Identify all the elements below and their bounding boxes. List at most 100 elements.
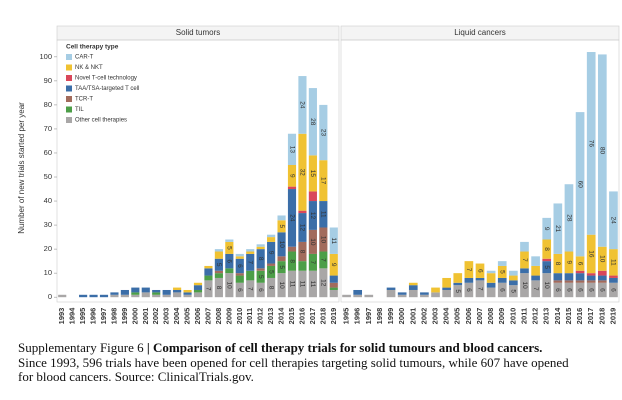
bar-value-label: 10 <box>543 282 550 290</box>
bar-segment <box>486 282 496 288</box>
y-tick-label: 100 <box>39 52 52 61</box>
bar-value-label: 11 <box>610 259 617 266</box>
x-tick-label: 2013 <box>542 308 551 325</box>
bar-segment <box>342 294 351 298</box>
bar-segment <box>353 294 363 298</box>
x-tick-label: 2011 <box>519 308 528 324</box>
bar-segment <box>408 289 418 298</box>
bar-value-label: 24 <box>299 101 306 109</box>
bar-segment <box>319 104 328 161</box>
bar-segment <box>319 227 328 252</box>
x-tick-label: 2019 <box>608 308 617 325</box>
bar-value-label: 6 <box>257 288 264 292</box>
bar-segment <box>256 246 265 250</box>
bar-segment <box>308 191 317 202</box>
bar-segment <box>162 289 171 295</box>
bar-segment <box>298 76 307 134</box>
x-tick-label: 2009 <box>224 308 233 325</box>
bar-value-label: 7 <box>309 261 316 265</box>
caption: Supplementary Figure 6 | Comparison of c… <box>18 340 578 385</box>
bar-segment <box>277 273 286 298</box>
bar-segment <box>564 251 574 274</box>
bar-segment <box>246 270 255 281</box>
bar-segment <box>152 294 161 298</box>
bar-segment <box>475 277 485 281</box>
bar-segment <box>553 282 563 298</box>
bar-value-label: 5 <box>215 263 222 267</box>
x-tick-label: 2011 <box>245 308 254 324</box>
bar-value-label: 60 <box>576 181 583 189</box>
bar-segment <box>475 263 485 278</box>
bar-segment <box>531 256 540 266</box>
bar-segment <box>564 184 574 252</box>
x-tick-label: 2015 <box>287 308 296 325</box>
x-tick-label: 2017 <box>308 308 317 325</box>
bar-segment <box>397 294 407 298</box>
bar-value-label: 8 <box>215 286 222 290</box>
x-tick-label: 2005 <box>183 308 192 325</box>
bar-segment <box>575 282 585 298</box>
bar-value-label: 7 <box>205 287 212 291</box>
bar-value-label: 32 <box>299 169 306 177</box>
bar-segment <box>308 229 317 254</box>
bar-segment <box>287 189 297 247</box>
bar-segment <box>319 201 328 228</box>
bar-value-label: 15 <box>309 170 316 178</box>
bar-value-label: 21 <box>554 225 561 233</box>
bar-segment <box>319 160 328 202</box>
bar-segment <box>235 273 244 276</box>
bar-segment <box>256 268 265 271</box>
bar-segment <box>298 261 307 271</box>
bar-value-label: 11 <box>330 237 337 244</box>
bar-segment <box>353 289 363 295</box>
bar-segment <box>329 287 338 290</box>
bar-value-label: 5 <box>499 270 506 274</box>
bar-segment <box>204 275 213 281</box>
bar-segment <box>586 234 596 274</box>
bar-segment <box>214 249 223 252</box>
bar-segment <box>497 261 507 266</box>
x-tick-label: 1996 <box>353 308 362 325</box>
bar-segment <box>267 241 276 264</box>
bar-segment <box>520 241 529 252</box>
bar-segment <box>267 234 276 238</box>
bar-segment <box>609 249 618 276</box>
bar-value-label: 6 <box>576 262 583 266</box>
x-tick-label: 2012 <box>531 308 540 325</box>
bar-value-label: 6 <box>610 288 617 292</box>
bar-segment <box>235 256 244 259</box>
bar-segment <box>464 261 474 278</box>
bar-segment <box>152 289 161 293</box>
x-tick-label: 2013 <box>266 308 275 325</box>
bar-segment <box>287 164 297 187</box>
bar-segment <box>298 213 307 242</box>
bar-segment <box>287 133 297 165</box>
bar-segment <box>298 270 307 298</box>
bar-value-label: 7 <box>476 287 483 291</box>
bar-segment <box>453 273 463 283</box>
bar-segment <box>509 270 518 276</box>
bar-value-label: 8 <box>554 262 561 266</box>
bar-value-label: 8 <box>543 247 550 251</box>
bar-segment <box>453 282 463 286</box>
bar-segment <box>256 270 265 283</box>
bar-segment <box>89 294 98 298</box>
bar-value-label: 6 <box>236 288 243 292</box>
bar-value-label: 7 <box>521 258 528 262</box>
bar-value-label: 6 <box>465 288 472 292</box>
y-axis-label: Number of new trials started per year <box>17 102 26 234</box>
x-tick-label: 2016 <box>575 308 584 325</box>
legend-swatch <box>66 96 72 102</box>
x-tick-label: 2003 <box>162 308 171 325</box>
bar-segment <box>173 292 182 298</box>
bar-value-label: 76 <box>587 140 594 148</box>
bar-segment <box>520 273 529 298</box>
bar-segment <box>225 241 234 254</box>
bar-segment <box>575 256 585 271</box>
bar-segment <box>575 112 585 257</box>
bar-value-label: 5 <box>278 265 285 269</box>
legend-title: Cell therapy type <box>66 44 119 51</box>
bar-segment <box>246 251 255 254</box>
bar-segment <box>442 287 451 290</box>
